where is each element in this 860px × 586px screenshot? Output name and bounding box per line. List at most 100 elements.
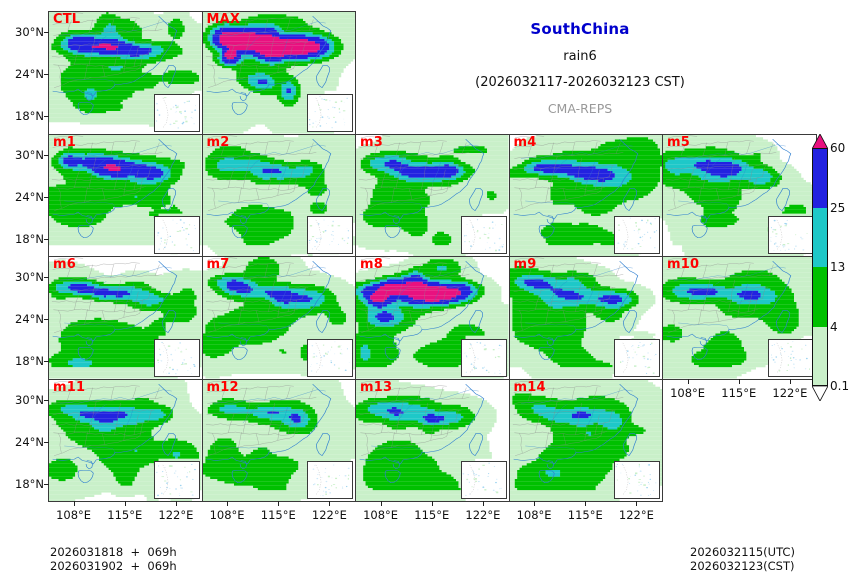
panel-m5[interactable]: m5 (662, 133, 817, 257)
panel-m14[interactable]: m14 (508, 378, 663, 502)
panel-label: m11 (53, 379, 86, 395)
x-tick-label: 108°E (516, 508, 552, 522)
y-tick-mark (44, 238, 49, 240)
y-tick-label: 30°N (15, 147, 44, 162)
inset-box (307, 216, 353, 254)
x-tick-mark (534, 501, 536, 506)
south-sea-inset-map (308, 339, 352, 376)
precip-map (663, 257, 816, 379)
panel-m1[interactable]: m1 (48, 133, 203, 257)
x-tick-mark (380, 501, 382, 506)
south-sea-inset-map (461, 339, 506, 376)
y-tick-label: 24°N (15, 189, 44, 204)
colorbar-segment (812, 148, 828, 208)
panel-m13[interactable]: m13 (355, 378, 510, 502)
x-tick-mark (227, 501, 229, 506)
footer-right-line1: 2026032115(UTC) (690, 545, 795, 559)
panel-m11[interactable]: m11 (48, 378, 203, 502)
south-sea-inset-map (154, 217, 199, 253)
footer-right-line2: 2026032123(CST) (690, 558, 795, 573)
y-tick-mark (44, 74, 49, 75)
panel-max[interactable]: MAX (201, 11, 356, 135)
precip-shading (663, 134, 816, 256)
colorbar-segment (812, 326, 828, 386)
inset-box (614, 216, 660, 254)
x-tick-mark (278, 501, 280, 506)
panel-m6[interactable]: m6 (48, 256, 203, 380)
y-tick-label: 30°N (15, 270, 44, 284)
inset-box (307, 338, 353, 377)
south-sea-inset-map (615, 217, 659, 253)
panel-m8[interactable]: m8 (355, 256, 510, 380)
variable-title: rain6 (563, 49, 597, 64)
y-tick-label: 24°N (15, 67, 44, 81)
inset-box (153, 461, 200, 499)
y-tick-label: 18°N (15, 354, 44, 368)
inset-box (153, 338, 200, 377)
footer-left: 2026031818 + 069h 2026031902 + 069h (50, 545, 177, 573)
panel-label: MAX (206, 12, 241, 27)
inset-box (460, 338, 507, 377)
south-sea-inset-map (615, 339, 659, 376)
precip-shading (202, 12, 355, 134)
model-title: CMA-REPS (547, 101, 613, 116)
x-tick-mark (73, 501, 75, 506)
y-tick-label: 24°N (15, 434, 44, 449)
panel-ctl[interactable]: CTL (48, 11, 203, 135)
precip-shading (509, 134, 662, 256)
precip-shading (663, 257, 816, 379)
x-tick-mark (482, 501, 484, 506)
y-tick-label: 18°N (15, 476, 44, 491)
y-tick-mark (44, 441, 49, 443)
y-tick-label: 30°N (15, 25, 44, 39)
y-tick-mark (44, 116, 49, 117)
panel-m4[interactable]: m4 (508, 133, 663, 257)
footer-right: 2026032115(UTC) 2026032123(CST) (690, 545, 795, 573)
south-sea-inset-map (154, 339, 199, 376)
south-sea-inset-map (768, 217, 813, 253)
precip-shading (356, 134, 509, 256)
panel-m2[interactable]: m2 (201, 133, 356, 257)
panel-m10[interactable]: m10 (662, 256, 817, 380)
footer-left-line2: 2026031902 + 069h (50, 558, 177, 573)
panel-label: CTL (53, 12, 81, 27)
south-sea-inset-map (308, 462, 352, 498)
x-tick-label: 122°E (618, 508, 654, 522)
x-tick-mark (329, 501, 331, 506)
inset-box (153, 93, 200, 132)
x-tick-mark (124, 501, 126, 506)
precip-map (356, 134, 509, 256)
colorbar-segment (812, 207, 828, 267)
panel-m12[interactable]: m12 (201, 378, 356, 502)
panel-m9[interactable]: m9 (508, 256, 663, 380)
colorbar-under-arrow (811, 385, 829, 402)
panel-m7[interactable]: m7 (201, 256, 356, 380)
x-tick-mark (585, 501, 587, 506)
south-sea-inset-map (154, 462, 199, 498)
inset-box (614, 461, 660, 499)
panel-label: m5 (667, 134, 690, 150)
y-tick-mark (44, 361, 49, 362)
x-tick-mark (175, 501, 177, 506)
panel-m3[interactable]: m3 (355, 133, 510, 257)
panel-label: m10 (667, 257, 700, 272)
y-tick-mark (44, 277, 49, 278)
x-tick-label: 115°E (721, 385, 757, 400)
colorbar-segment (812, 267, 828, 327)
y-tick-mark (44, 483, 49, 485)
colorbar-tick-label: 25 (830, 200, 846, 215)
south-sea-inset-map (154, 94, 199, 131)
figure-title-block: SouthChina rain6 (2026032117-2026032123 … (410, 20, 750, 116)
x-tick-mark (636, 501, 638, 506)
south-sea-inset-map (461, 217, 506, 253)
inset-box (614, 338, 660, 377)
precip-shading (509, 257, 658, 379)
x-tick-label: 108°E (56, 508, 92, 522)
precip-map (49, 134, 202, 256)
y-tick-mark (44, 32, 49, 33)
inset-box (307, 93, 353, 132)
x-tick-mark (431, 501, 433, 506)
panel-label: m6 (53, 257, 76, 272)
panel-label: m12 (206, 379, 239, 395)
